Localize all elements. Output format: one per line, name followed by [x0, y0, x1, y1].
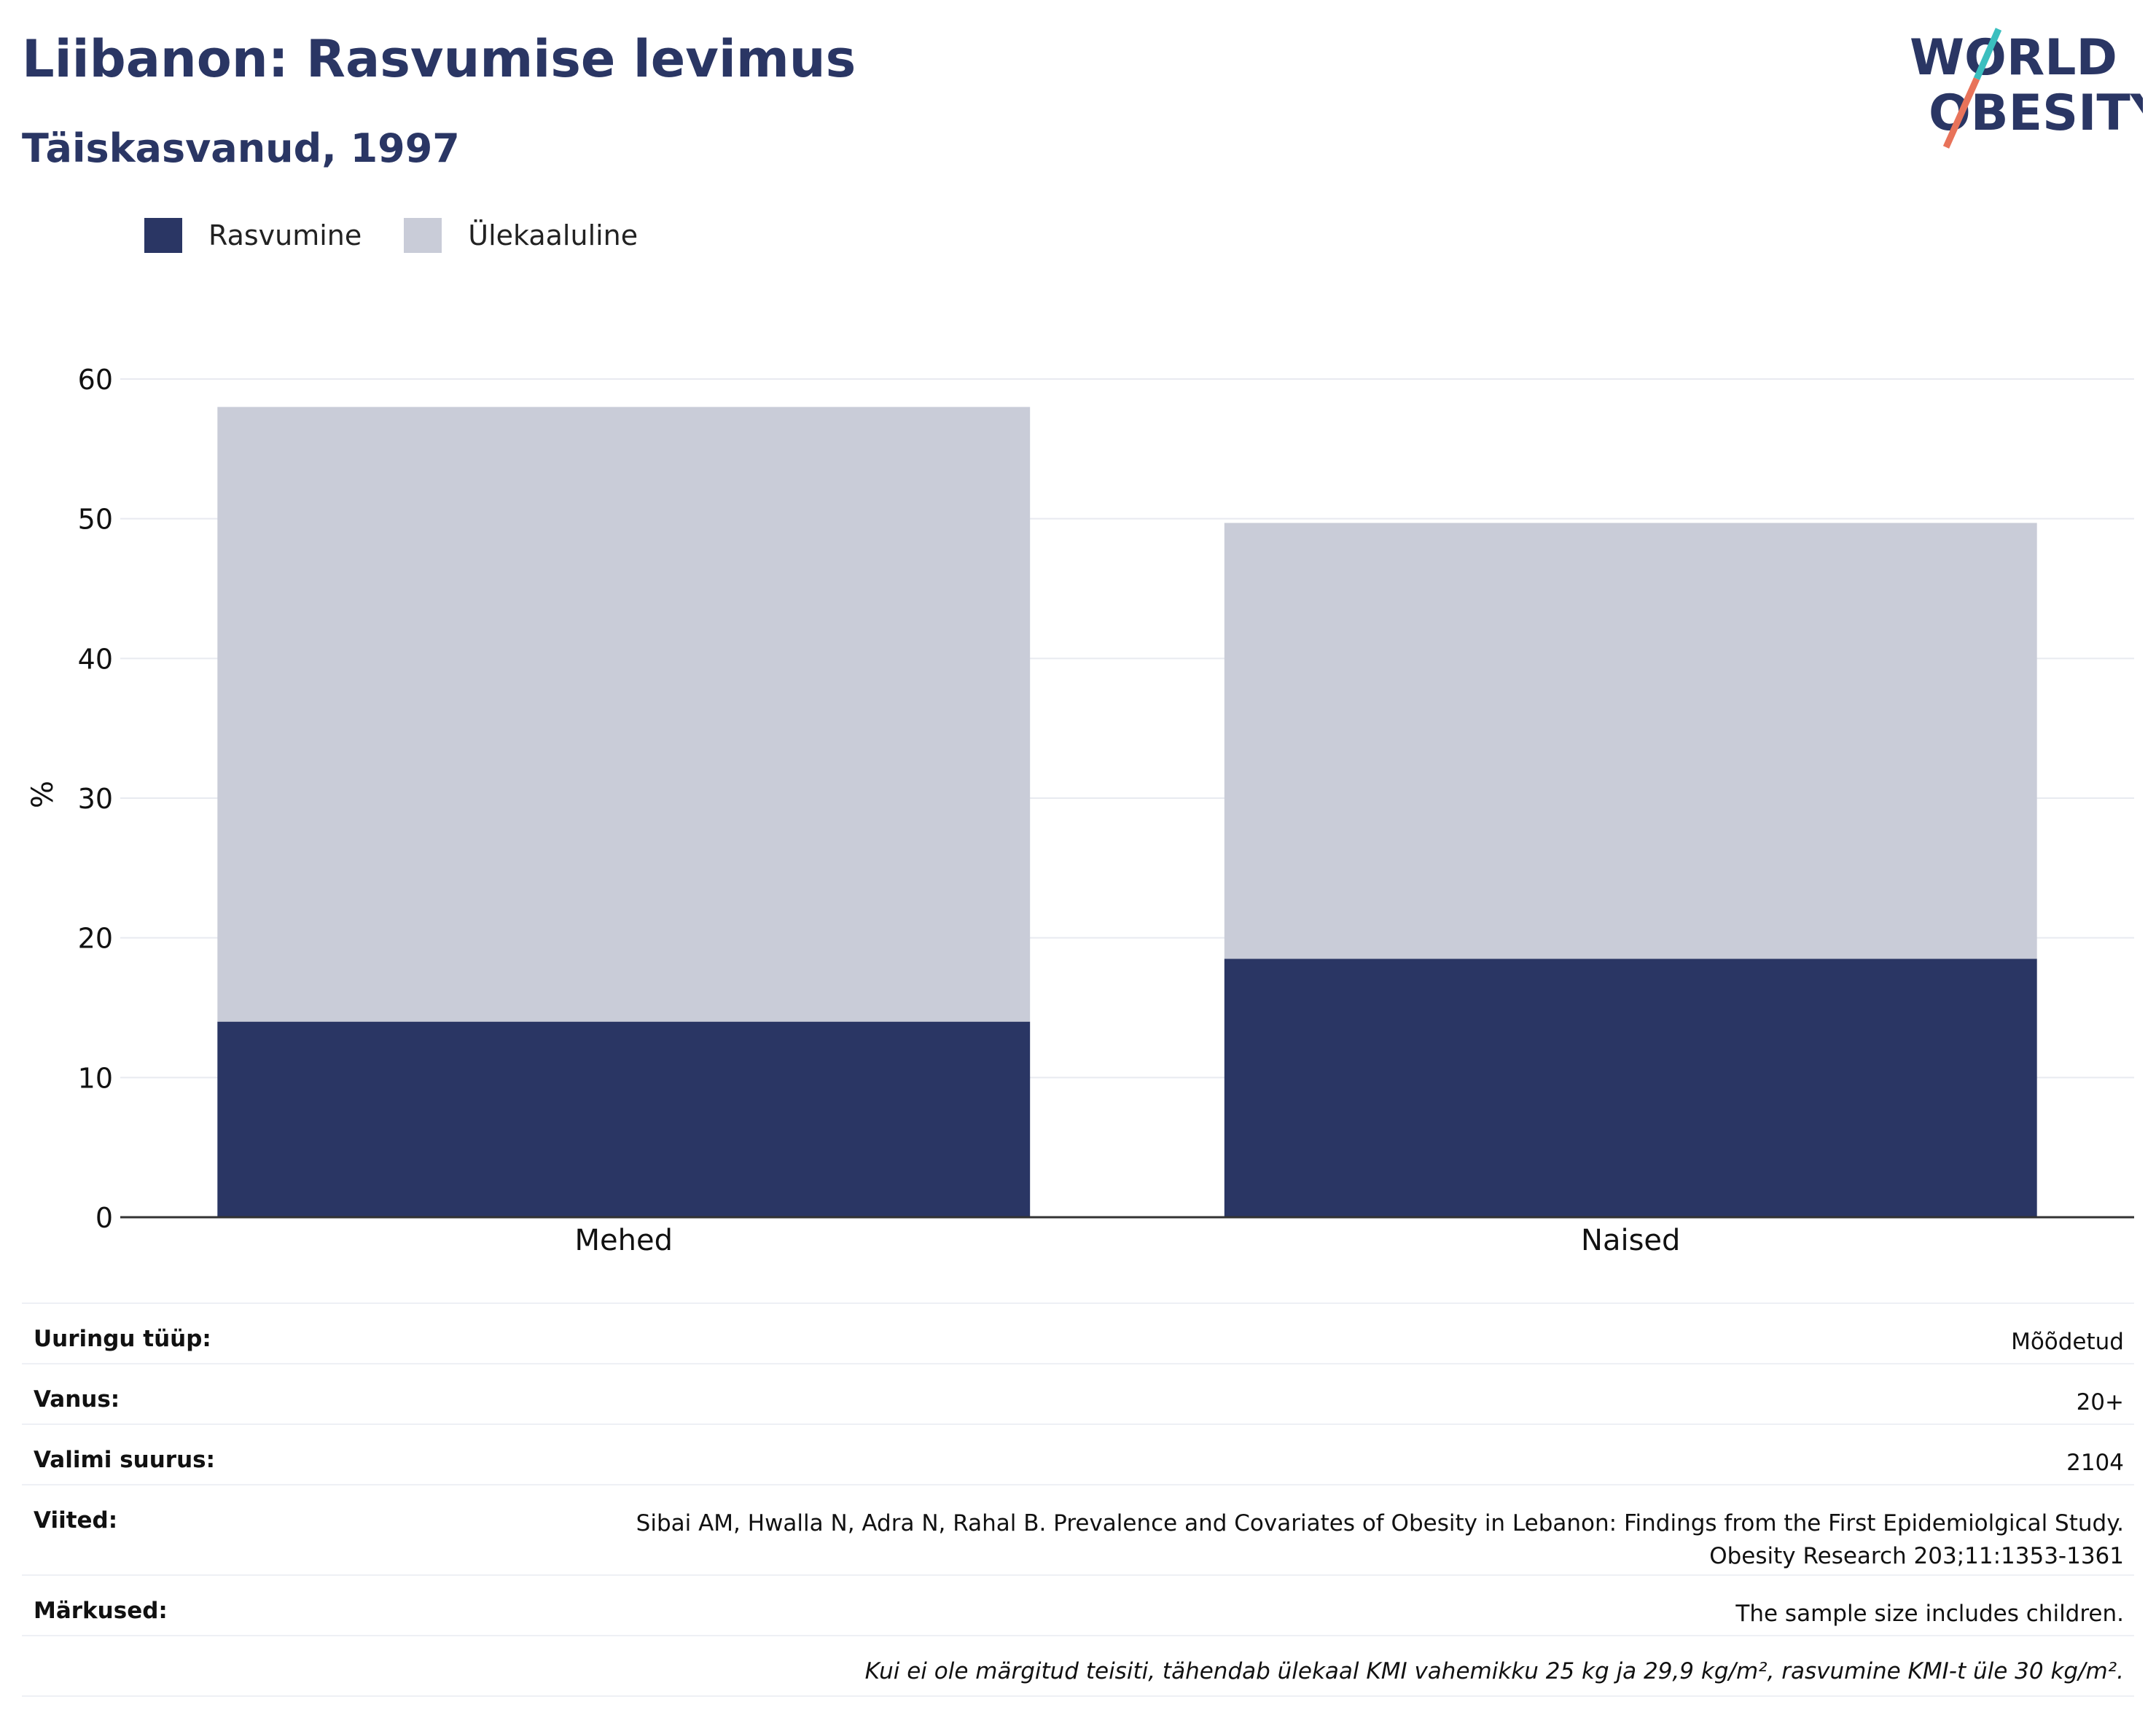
legend-label-overweight: Ülekaaluline — [468, 219, 638, 251]
logo-slash-bottom — [1942, 77, 1980, 149]
info-label: Märkused: — [34, 1598, 168, 1624]
bar-overweight-naised — [1224, 523, 2037, 959]
y-axis-label: % — [26, 781, 60, 808]
info-label: Vanus: — [34, 1386, 120, 1413]
info-value: 2104 — [2066, 1447, 2124, 1480]
legend-label-obesity: Rasvumine — [208, 219, 362, 251]
legend-item-overweight: Ülekaaluline — [404, 218, 638, 253]
info-row: Vanus: 20+ — [22, 1364, 2134, 1425]
info-value-line: The sample size includes children. — [1735, 1601, 2124, 1627]
x-tick-label: Naised — [1581, 1224, 1680, 1257]
info-footnote-row: Kui ei ole märgitud teisiti, tähendab ül… — [22, 1636, 2134, 1697]
info-row: Uuringu tüüp: Mõõdetud — [22, 1304, 2134, 1364]
legend-item-obesity: Rasvumine — [144, 218, 362, 253]
info-label: Viited: — [34, 1507, 118, 1534]
legend-swatch-overweight — [404, 218, 442, 253]
logo-text-world: WORLD — [1910, 29, 2117, 87]
world-obesity-logo: WORLD OBESITY — [1910, 28, 2143, 149]
x-tick-labels: Mehed Naised — [575, 1224, 1681, 1257]
info-row: Valimi suurus: 2104 — [22, 1425, 2134, 1485]
x-tick-label: Mehed — [575, 1224, 673, 1257]
logo-slash-top — [1973, 28, 2002, 80]
y-tick-label: 30 — [78, 783, 113, 815]
y-tick-label: 50 — [78, 504, 113, 536]
info-value-line: Sibai AM, Hwalla N, Adra N, Rahal B. Pre… — [636, 1510, 2124, 1536]
info-value-line: 2104 — [2066, 1450, 2124, 1476]
legend-swatch-obesity — [144, 218, 182, 253]
info-row: Viited: Sibai AM, Hwalla N, Adra N, Rahal… — [22, 1485, 2134, 1576]
y-tick-label: 40 — [78, 643, 113, 675]
info-value: Mõõdetud — [2011, 1326, 2124, 1359]
stacked-bar-chart: 0 10 20 30 40 50 60 Mehed Naised % — [26, 364, 2134, 1257]
info-label: Valimi suurus: — [34, 1447, 215, 1473]
info-value: 20+ — [2077, 1386, 2124, 1419]
y-tick-label: 60 — [78, 364, 113, 396]
legend: Rasvumine Ülekaaluline — [144, 215, 680, 256]
info-table: Uuringu tüüp: Mõõdetud Vanus: 20+ Valimi suu… — [22, 1303, 2134, 1697]
info-value-line: 20+ — [2076, 1389, 2124, 1415]
bar-overweight-mehed — [217, 407, 1031, 1022]
info-label: Uuringu tüüp: — [34, 1326, 211, 1352]
y-tick-labels: 0 10 20 30 40 50 60 — [78, 364, 113, 1234]
y-tick-label: 0 — [95, 1202, 113, 1234]
y-tick-label: 20 — [78, 923, 113, 955]
info-value: Sibai AM, Hwalla N, Adra N, Rahal B. Pre… — [636, 1507, 2124, 1573]
chart-title: Liibanon: Rasvumise levimus — [22, 29, 856, 89]
bars — [217, 407, 2037, 1217]
info-value-line: Mõõdetud — [2011, 1329, 2124, 1355]
bar-obesity-naised — [1224, 958, 2037, 1217]
y-tick-label: 10 — [78, 1062, 113, 1094]
bar-obesity-mehed — [217, 1021, 1031, 1217]
chart-subtitle: Täiskasvanud, 1997 — [22, 125, 460, 171]
info-value-line: Obesity Research 203;11:1353-1361 — [1709, 1543, 2124, 1569]
info-row: Märkused: The sample size includes childr… — [22, 1576, 2134, 1636]
footnote: Kui ei ole märgitud teisiti, tähendab ül… — [864, 1658, 2124, 1684]
info-value: The sample size includes children. — [1735, 1598, 2124, 1630]
